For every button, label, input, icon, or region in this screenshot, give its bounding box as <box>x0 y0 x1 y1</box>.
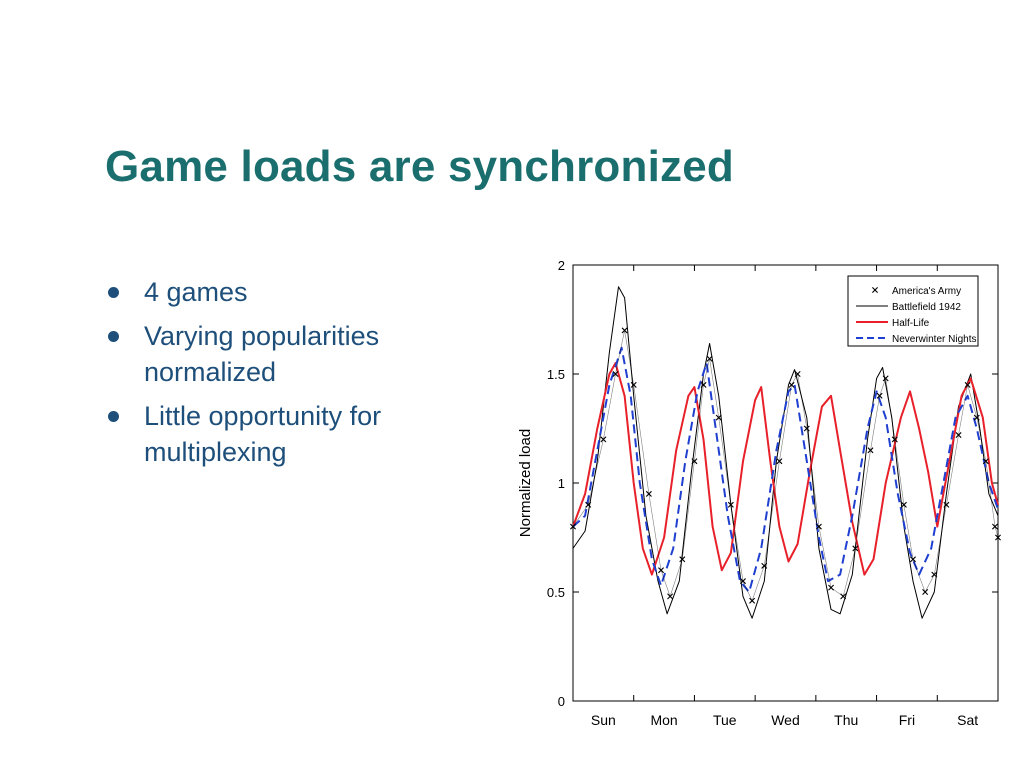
x-tick-label: Sat <box>957 712 978 728</box>
data-point-america-s-army <box>815 523 822 530</box>
data-point-america-s-army <box>995 534 1001 541</box>
series-line-battlefield-1942 <box>572 286 999 619</box>
data-point-america-s-army <box>840 593 847 600</box>
data-point-america-s-army <box>867 447 874 454</box>
y-tick-label: 0 <box>558 694 565 709</box>
data-point-america-s-army <box>585 501 592 508</box>
data-point-america-s-army <box>679 556 686 563</box>
legend-label: Neverwinter Nights <box>892 334 976 345</box>
y-axis-label: Normalized load <box>517 429 534 537</box>
data-point-america-s-army <box>794 371 801 377</box>
data-point-america-s-army <box>955 432 962 439</box>
data-point-america-s-army <box>700 381 707 388</box>
bullet-list: 4 games Varying popularities normalized … <box>108 274 488 478</box>
y-tick-label: 1.5 <box>547 367 565 382</box>
x-tick-label: Tue <box>713 712 737 728</box>
data-point-america-s-army <box>882 375 889 382</box>
bullet-dot-icon <box>108 287 119 298</box>
data-point-america-s-army <box>621 327 628 334</box>
data-point-america-s-army <box>570 523 576 530</box>
x-tick-label: Mon <box>650 712 677 728</box>
legend-label: Battlefield 1942 <box>892 302 961 313</box>
y-axis: 0 0.5 1 1.5 2 <box>547 258 998 709</box>
data-point-america-s-army <box>776 458 783 465</box>
legend: America's Army Battlefield 1942 Half-Life N… <box>847 275 979 347</box>
data-point-america-s-army <box>788 381 795 388</box>
data-point-america-s-army <box>943 501 950 508</box>
bullet-item: 4 games <box>108 274 488 310</box>
legend-label: America's Army <box>892 286 961 297</box>
data-point-america-s-army <box>973 414 980 421</box>
data-point-america-s-army <box>922 589 929 595</box>
data-point-america-s-army <box>761 562 768 569</box>
bullet-dot-icon <box>108 411 119 422</box>
x-tick-label: Sun <box>591 712 616 728</box>
series-line-half-life <box>572 362 999 576</box>
x-tick-label: Thu <box>834 712 858 728</box>
legend-label: Half-Life <box>892 318 930 329</box>
series-line-america-s-army <box>572 330 999 602</box>
legend-item: Battlefield 1942 <box>856 302 961 313</box>
data-point-america-s-army <box>852 545 859 552</box>
data-point-america-s-army <box>828 584 835 591</box>
y-tick-label: 1 <box>558 476 565 491</box>
legend-item: Half-Life <box>856 318 930 329</box>
data-point-america-s-army <box>803 425 810 432</box>
bullet-text: 4 games <box>144 277 248 307</box>
data-point-america-s-army <box>900 501 907 508</box>
data-point-america-s-army <box>910 556 916 563</box>
bullet-text: Varying popularities normalized <box>144 321 380 387</box>
legend-item: Neverwinter Nights <box>856 334 976 345</box>
slide-title: Game loads are synchronized <box>105 142 734 191</box>
data-point-america-s-army <box>691 458 698 465</box>
y-tick-label: 0.5 <box>547 585 565 600</box>
x-axis: Sun Mon Tue Wed Thu Fri Sat <box>591 265 978 728</box>
data-point-america-s-army <box>740 578 746 585</box>
data-point-america-s-army <box>658 567 665 574</box>
data-point-america-s-army <box>645 490 652 497</box>
series-line-neverwinter-nights <box>572 346 999 593</box>
y-tick-label: 2 <box>558 258 565 273</box>
data-point-america-s-army <box>667 593 674 600</box>
data-point-america-s-army <box>931 571 938 578</box>
data-point-america-s-army <box>715 414 722 421</box>
bullet-item: Varying popularities normalized <box>108 318 488 390</box>
data-point-america-s-army <box>964 381 971 388</box>
bullet-dot-icon <box>108 331 119 342</box>
x-tick-label: Fri <box>899 712 915 728</box>
legend-item: America's Army <box>872 286 961 297</box>
x-tick-label: Wed <box>771 712 800 728</box>
data-point-america-s-army <box>612 371 619 377</box>
legend-box <box>847 275 979 347</box>
load-chart: 0 0.5 1 1.5 2 Sun Mon Tue Wed Thu Fri Sat Normaliz… <box>517 258 1001 728</box>
data-point-america-s-army <box>982 458 989 465</box>
data-point-america-s-army <box>876 392 883 399</box>
data-point-america-s-army <box>991 523 998 530</box>
data-point-america-s-army <box>600 436 607 443</box>
data-point-america-s-army <box>749 597 756 604</box>
bullet-text: Little opportunity for multiplexing <box>144 401 382 467</box>
data-point-america-s-army <box>891 436 898 443</box>
data-point-america-s-army <box>630 381 637 388</box>
data-point-america-s-army <box>706 355 713 362</box>
series-layer <box>570 286 1001 619</box>
bullet-item: Little opportunity for multiplexing <box>108 398 488 470</box>
data-point-america-s-army <box>727 501 734 508</box>
